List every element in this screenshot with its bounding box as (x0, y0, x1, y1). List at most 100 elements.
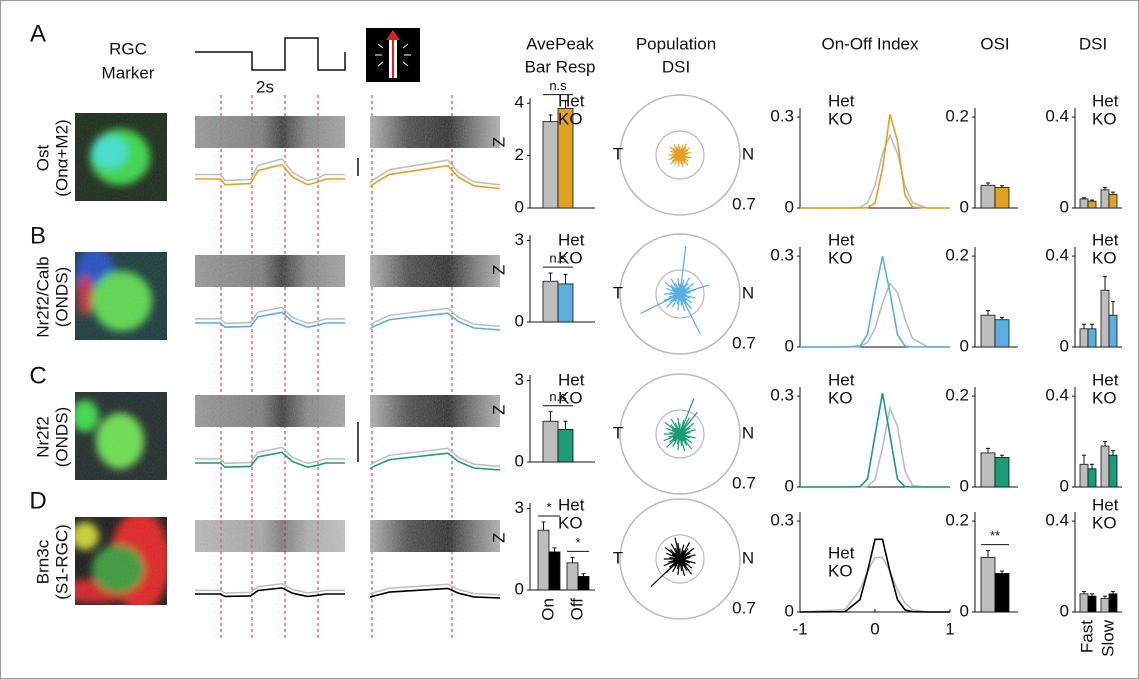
column-title: RGC (109, 39, 147, 58)
y-tick-label: 4 (515, 93, 524, 112)
fit-curve (800, 393, 950, 487)
polar-label: N (742, 548, 754, 567)
heatmap-noise (370, 255, 500, 287)
row-label: (Onα+M2) (52, 119, 71, 196)
bar (1101, 290, 1109, 347)
legend-entry: Het (1092, 495, 1119, 514)
rose-spoke (680, 434, 686, 435)
row-label: Ost (33, 145, 52, 172)
error-bar (542, 522, 546, 530)
column-title: Marker (102, 63, 155, 82)
column-title: OSI (980, 34, 1009, 53)
y-tick-label: 0.3 (770, 386, 794, 405)
bar (995, 457, 1009, 487)
legend-entry: Het (1092, 370, 1119, 389)
legend-entry: Het (558, 91, 585, 110)
legend-entry: KO (1092, 248, 1117, 267)
heatmap-noise (195, 255, 345, 287)
polar-label: N (742, 423, 754, 442)
y-tick-label: 0 (785, 476, 794, 495)
trace-ko (195, 588, 345, 597)
error-bar (1082, 455, 1086, 464)
panel-letter: C (29, 362, 46, 389)
polar-label: T (613, 548, 623, 567)
x-tick-label: Off (567, 598, 586, 621)
column-title: DSI (662, 57, 690, 76)
y-tick-label: 0.4 (1045, 107, 1069, 126)
y-tick-label: 0 (515, 579, 524, 598)
polar-label: N (742, 144, 754, 163)
image-noise (75, 252, 167, 340)
legend-entry: KO (828, 109, 853, 128)
polar-rose (664, 399, 698, 451)
column-title: On-Off Index (821, 34, 919, 53)
heatmap-noise (370, 520, 500, 552)
y-axis-label: Z (489, 405, 508, 415)
error-bar (549, 115, 553, 122)
error-bar (549, 412, 553, 422)
legend-entry: KO (558, 388, 583, 407)
column-title: Population (636, 34, 716, 53)
y-tick-label: 0.2 (945, 386, 969, 405)
rose-spoke (680, 294, 700, 334)
fit-curve (800, 558, 950, 613)
trace-het (195, 159, 345, 181)
legend-entry: KO (558, 248, 583, 267)
y-tick-label: 0.3 (770, 511, 794, 530)
legend-entry: Het (828, 91, 855, 110)
bar (1109, 455, 1117, 487)
y-tick-label: 3 (515, 370, 524, 389)
cell-image (75, 246, 167, 340)
y-tick-label: 3 (515, 230, 524, 249)
legend-entry: KO (558, 513, 583, 532)
image-noise (75, 113, 167, 201)
fit-curve (800, 408, 950, 487)
bar (1109, 594, 1117, 612)
rose-spoke (680, 559, 686, 560)
bar (1088, 329, 1096, 347)
bar (1080, 199, 1088, 208)
bar (995, 188, 1009, 208)
legend-entry: KO (828, 248, 853, 267)
y-tick-label: 0 (1060, 197, 1069, 216)
y-tick-label: 0.2 (945, 511, 969, 530)
cell-image (75, 113, 167, 201)
y-tick-label: 0 (515, 311, 524, 330)
legend-entry: Het (828, 370, 855, 389)
significance-label: * (546, 499, 551, 514)
column-title: AvePeak (526, 34, 594, 53)
fit-curve (800, 114, 950, 208)
bar (981, 185, 995, 208)
significance-label: * (575, 535, 580, 550)
panel-letter: D (29, 487, 46, 514)
stimulus-label: 2s (256, 77, 274, 96)
legend-entry: Het (1092, 91, 1119, 110)
polar-rose (641, 246, 709, 334)
bar (1109, 194, 1117, 208)
trace-het (370, 448, 500, 466)
bar (981, 557, 995, 612)
error-bar (1103, 277, 1107, 291)
bar (1080, 594, 1088, 612)
legend-entry: Het (828, 543, 855, 562)
y-tick-label: 0 (1060, 601, 1069, 620)
fit-curve (800, 256, 950, 347)
legend-entry: Het (558, 230, 585, 249)
bar (995, 573, 1009, 612)
y-tick-label: 0 (515, 197, 524, 216)
bar (558, 429, 573, 462)
heatmap-noise (370, 116, 500, 148)
legend-entry: Het (558, 495, 585, 514)
bar (981, 315, 995, 347)
stimulus-icon (366, 28, 420, 82)
error-bar (1103, 442, 1107, 447)
y-tick-label: 0 (785, 197, 794, 216)
polar-rose (651, 538, 696, 587)
x-tick-label: 1 (945, 619, 954, 638)
legend-entry: KO (558, 109, 583, 128)
polar-radius-label: 0.7 (732, 598, 756, 617)
trace-het (370, 160, 500, 185)
legend-entry: Het (828, 230, 855, 249)
y-tick-label: 0.3 (770, 107, 794, 126)
x-tick-label: 0 (870, 619, 879, 638)
